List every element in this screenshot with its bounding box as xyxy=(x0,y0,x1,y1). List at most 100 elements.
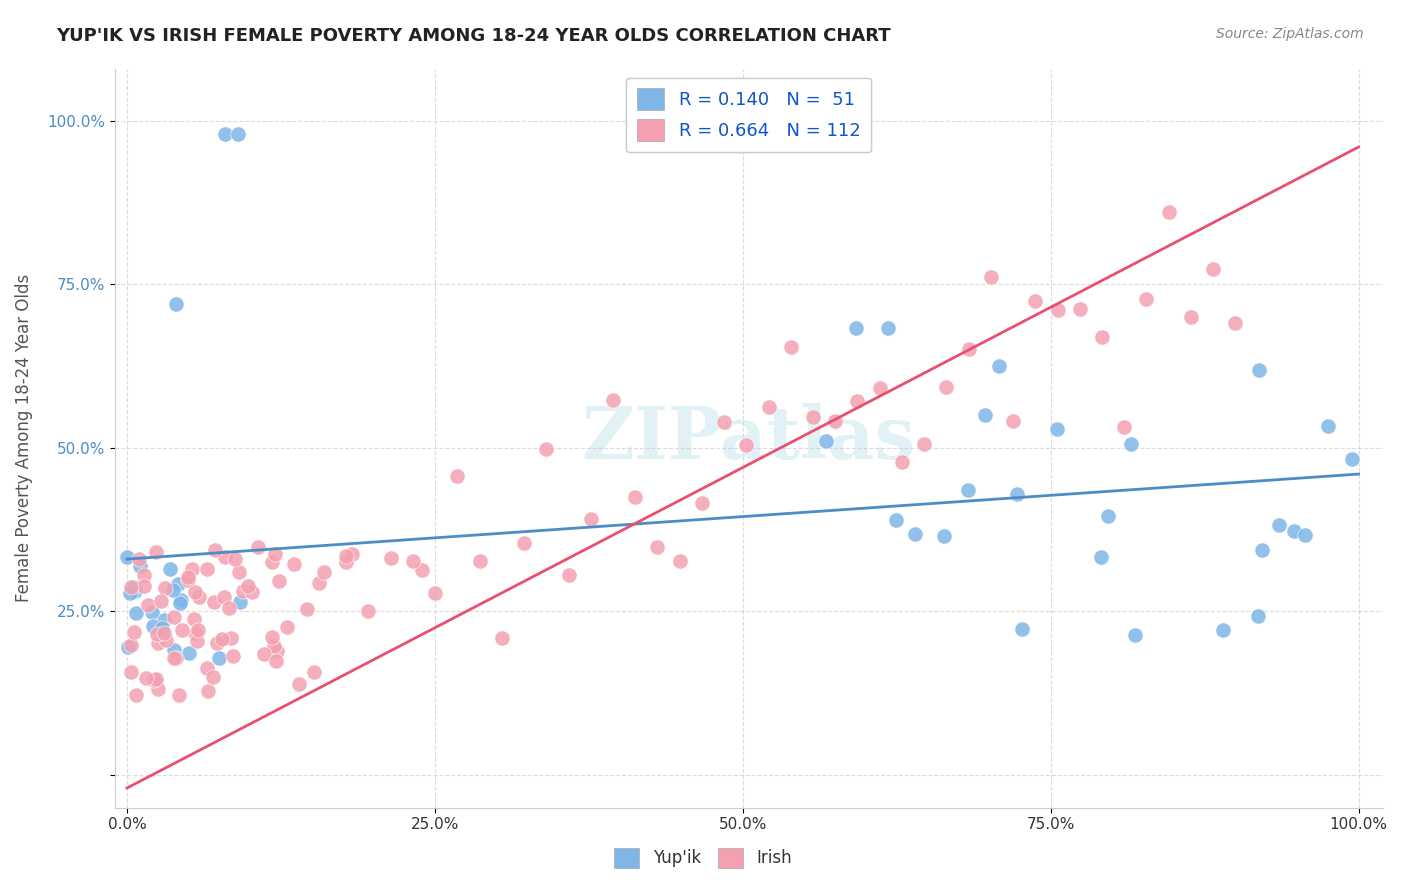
Point xyxy=(1202,261,1225,276)
Point xyxy=(202,594,225,608)
Point xyxy=(491,631,513,645)
Point xyxy=(170,623,193,637)
Point xyxy=(176,570,198,584)
Point xyxy=(846,394,869,409)
Point xyxy=(877,321,900,335)
Point xyxy=(1090,550,1112,565)
Point xyxy=(1282,524,1305,538)
Point xyxy=(115,549,138,564)
Point xyxy=(1097,508,1119,523)
Point xyxy=(170,593,193,607)
Point xyxy=(232,583,254,598)
Point xyxy=(124,688,146,702)
Point xyxy=(735,438,758,452)
Point xyxy=(253,647,276,661)
Point xyxy=(135,671,157,685)
Point xyxy=(125,606,148,620)
Point xyxy=(214,550,236,565)
Point xyxy=(411,563,433,577)
Point xyxy=(758,401,780,415)
Point xyxy=(163,643,186,657)
Point xyxy=(263,640,285,654)
Point xyxy=(183,612,205,626)
Point xyxy=(219,632,242,646)
Point xyxy=(240,584,263,599)
Point xyxy=(195,661,218,675)
Point xyxy=(647,540,669,554)
Point xyxy=(128,559,150,574)
Point xyxy=(163,650,186,665)
Point xyxy=(186,633,208,648)
Point xyxy=(145,672,167,686)
Point xyxy=(229,595,252,609)
Point xyxy=(142,619,165,633)
Point xyxy=(890,455,912,469)
Point xyxy=(536,442,558,456)
Point xyxy=(132,579,155,593)
Point xyxy=(195,562,218,576)
Point xyxy=(1251,542,1274,557)
Point xyxy=(380,550,402,565)
Point xyxy=(957,342,980,356)
Point xyxy=(446,469,468,483)
Point xyxy=(845,320,868,334)
Point xyxy=(283,558,305,572)
Point xyxy=(468,553,491,567)
Point xyxy=(167,688,190,702)
Point xyxy=(238,579,260,593)
Point xyxy=(136,598,159,612)
Point xyxy=(197,684,219,698)
Point xyxy=(148,682,170,697)
Point xyxy=(153,613,176,627)
Point xyxy=(668,554,690,568)
Point xyxy=(357,604,380,618)
Point xyxy=(120,638,142,652)
Point xyxy=(169,596,191,610)
Point xyxy=(1125,628,1147,642)
Point xyxy=(912,437,935,451)
Point xyxy=(205,636,228,650)
Text: YUP'IK VS IRISH FEMALE POVERTY AMONG 18-24 YEAR OLDS CORRELATION CHART: YUP'IK VS IRISH FEMALE POVERTY AMONG 18-… xyxy=(56,27,891,45)
Text: ZIPatlas: ZIPatlas xyxy=(582,402,915,474)
Point xyxy=(152,625,174,640)
Text: Source: ZipAtlas.com: Source: ZipAtlas.com xyxy=(1216,27,1364,41)
Point xyxy=(187,623,209,637)
Point xyxy=(146,636,169,650)
Point xyxy=(187,591,209,605)
Point xyxy=(1011,622,1033,636)
Point xyxy=(1180,310,1202,324)
Point xyxy=(713,415,735,429)
Point xyxy=(295,602,318,616)
Point xyxy=(1069,301,1091,316)
Point xyxy=(145,544,167,558)
Point xyxy=(262,630,284,644)
Point xyxy=(266,644,288,658)
Point xyxy=(177,573,200,587)
Point xyxy=(276,620,298,634)
Point xyxy=(167,577,190,591)
Point xyxy=(214,127,236,141)
Point xyxy=(150,621,173,635)
Legend: Yup'ik, Irish: Yup'ik, Irish xyxy=(607,841,799,875)
Point xyxy=(1225,317,1247,331)
Point xyxy=(120,580,142,594)
Point xyxy=(120,586,142,600)
Point xyxy=(1247,608,1270,623)
Point xyxy=(957,483,980,497)
Point xyxy=(1294,528,1316,542)
Point xyxy=(264,547,287,561)
Point xyxy=(932,529,955,543)
Point xyxy=(335,549,357,563)
Point xyxy=(1157,205,1180,219)
Point xyxy=(180,562,202,576)
Point xyxy=(142,673,165,688)
Point xyxy=(1046,302,1069,317)
Point xyxy=(801,410,824,425)
Point xyxy=(212,590,235,604)
Point xyxy=(260,556,283,570)
Point xyxy=(1121,436,1143,450)
Point xyxy=(177,646,200,660)
Legend: R = 0.140   N =  51, R = 0.664   N = 112: R = 0.140 N = 51, R = 0.664 N = 112 xyxy=(627,78,872,153)
Point xyxy=(1268,518,1291,533)
Point xyxy=(155,633,177,648)
